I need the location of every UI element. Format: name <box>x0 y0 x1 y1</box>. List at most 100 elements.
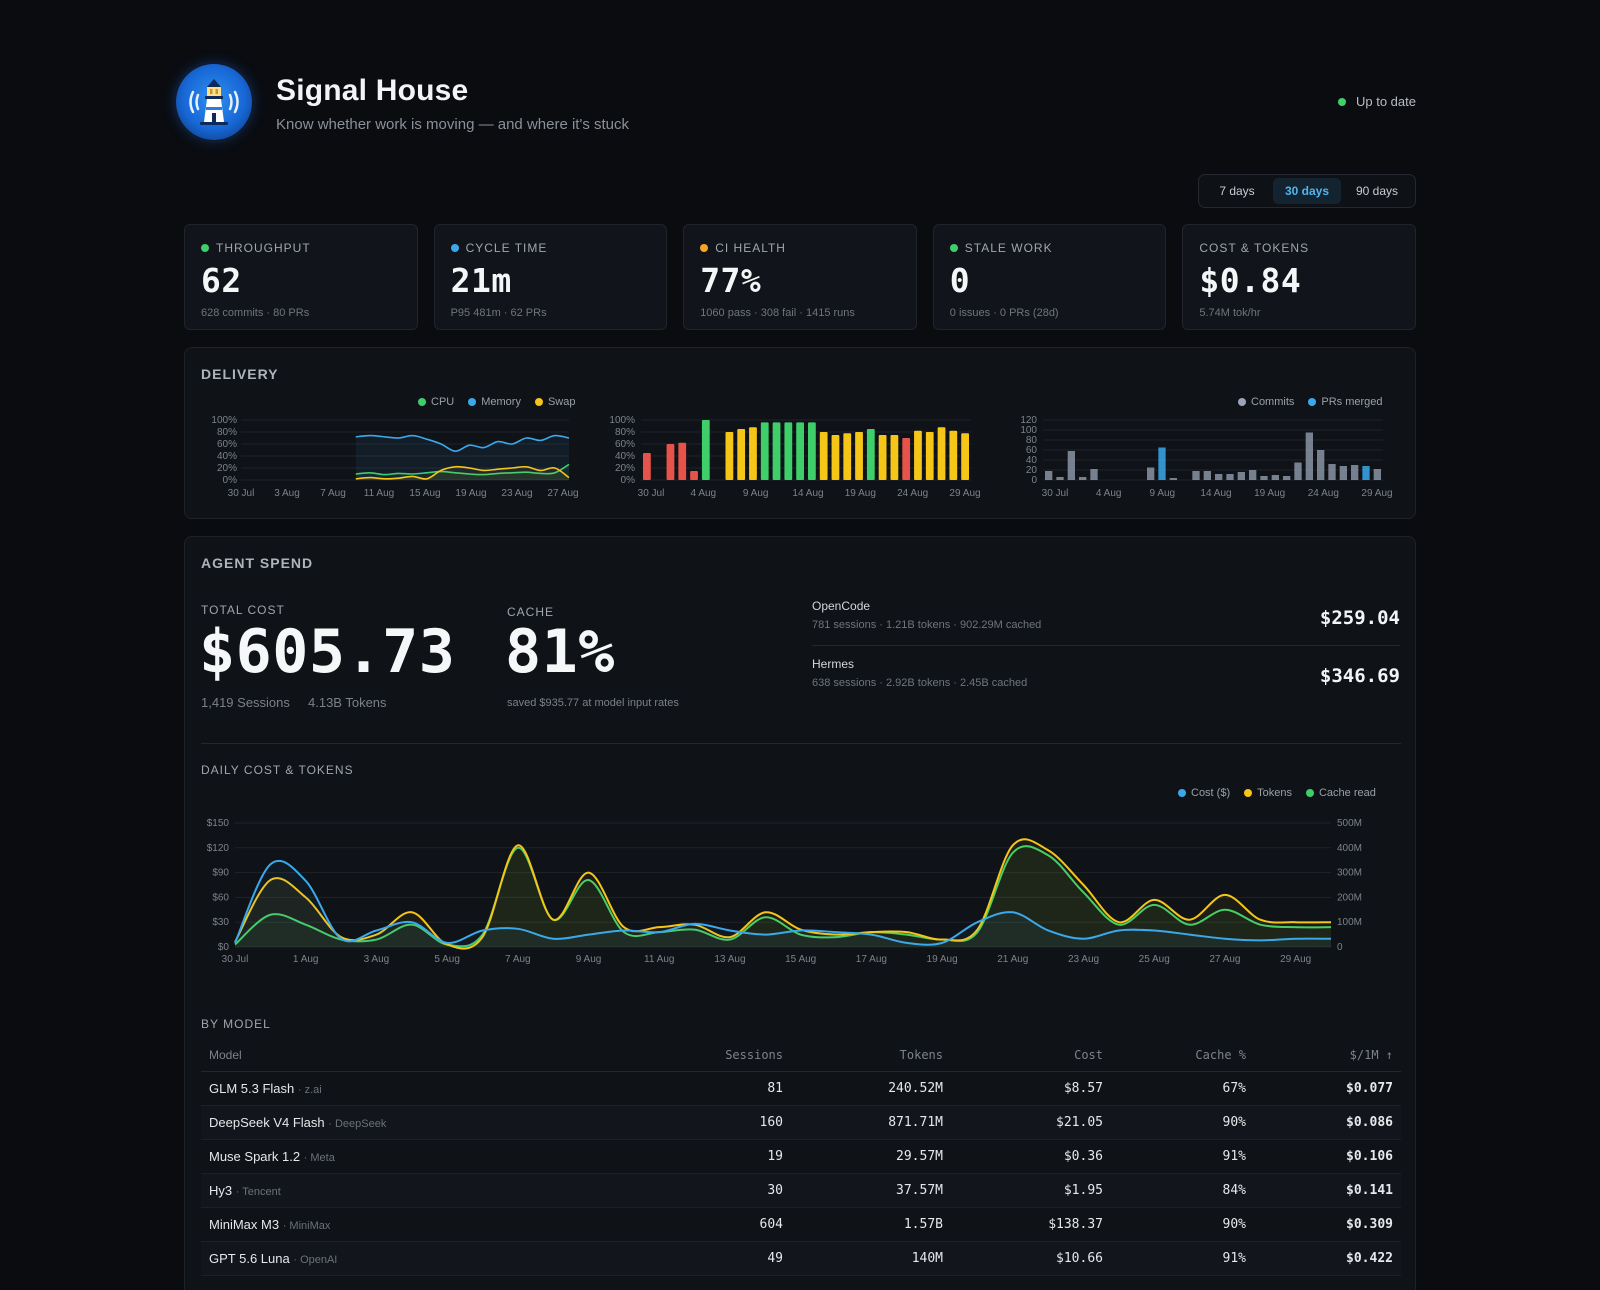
y-tick-label: 0% <box>223 475 238 486</box>
x-tick-label: 5 Aug <box>434 954 460 965</box>
legend-dot-icon <box>468 398 477 406</box>
y-tick-label: 100 <box>1020 425 1037 436</box>
sessions-cell: 160 <box>631 1105 791 1140</box>
col-tokens[interactable]: Tokens <box>791 1039 951 1072</box>
commit-bar <box>1237 472 1245 480</box>
status-text: Up to date <box>1356 94 1416 109</box>
y-tick-label: 20 <box>1026 465 1038 476</box>
y-right-tick-label: 500M <box>1337 818 1362 829</box>
cache-cell: 90% <box>1111 1207 1254 1242</box>
table-row[interactable]: MiniMax M3 · MiniMax 604 1.57B $138.37 9… <box>201 1207 1401 1242</box>
x-tick-label: 3 Aug <box>364 954 390 965</box>
kpi-value: 62 <box>201 261 242 300</box>
cache-cell: 90% <box>1111 1105 1254 1140</box>
commit-bar <box>1271 475 1279 480</box>
x-tick-label: 27 Aug <box>1209 954 1240 965</box>
kpi-label: STALE WORK <box>964 241 1053 255</box>
x-tick-label: 27 Aug <box>547 488 578 499</box>
cost-cell: $1.95 <box>951 1173 1111 1208</box>
cache-savings: saved $935.77 at model input rates <box>507 697 679 709</box>
legend-label: Tokens <box>1257 787 1292 799</box>
series-line-cpu <box>355 463 570 476</box>
col-price-per-m[interactable]: $/1M ↑ <box>1254 1039 1401 1072</box>
kpi-cycle-time-card[interactable]: CYCLE TIME 21m P95 481m · 62 PRs <box>433 224 668 330</box>
commit-bar <box>1203 471 1211 480</box>
sync-status: Up to date <box>1338 94 1416 109</box>
series-line-cache-read <box>234 845 1332 948</box>
agent-spend-panel: AGENT SPEND TOTAL COST $605.73 1,419 Ses… <box>184 536 1416 1290</box>
legend-prs-merged: PRs merged <box>1308 396 1383 408</box>
x-tick-label: 15 Aug <box>409 488 440 499</box>
page-title: Signal House <box>276 74 469 107</box>
x-tick-label: 17 Aug <box>856 954 887 965</box>
commit-bar <box>1351 465 1359 480</box>
legend-cost: Cost ($) <box>1178 787 1230 799</box>
col-sessions[interactable]: Sessions <box>631 1039 791 1072</box>
model-cell: GLM 5.3 Flash · z.ai <box>201 1071 631 1106</box>
agent-hermes-row[interactable]: Hermes 638 sessions · 2.92B tokens · 2.4… <box>812 657 1400 715</box>
table-row[interactable]: Hy3 · Tencent 30 37.57M $1.95 84% $0.141 <box>201 1173 1401 1208</box>
total-cost-value: $605.73 <box>199 617 456 687</box>
commit-bar <box>1294 462 1302 480</box>
y-tick-label: 0 <box>1031 475 1037 486</box>
commits-chart-legend: Commits PRs merged <box>1238 396 1383 408</box>
kpi-ci-health-card[interactable]: CI HEALTH 77% 1060 pass · 308 fail · 141… <box>683 224 917 330</box>
col-cost[interactable]: Cost <box>951 1039 1111 1072</box>
agent-name: Hermes <box>812 657 855 671</box>
table-row[interactable]: GPT 5.6 Luna · OpenAI 49 140M $10.66 91%… <box>201 1241 1401 1276</box>
col-cache[interactable]: Cache % <box>1111 1039 1254 1072</box>
kpi-value: 0 <box>949 261 971 300</box>
commit-bar <box>1067 451 1075 480</box>
kpi-throughput-card[interactable]: THROUGHPUT 62 628 commits · 80 PRs <box>184 224 418 330</box>
y-left-tick-label: $60 <box>212 892 229 903</box>
cache-cell: 84% <box>1111 1173 1254 1208</box>
agent-opencode-row[interactable]: OpenCode 781 sessions · 1.21B tokens · 9… <box>812 599 1400 657</box>
y-right-tick-label: 0 <box>1337 942 1343 953</box>
x-tick-label: 30 Jul <box>222 954 249 965</box>
table-row[interactable]: DeepSeek V4 Flash · DeepSeek 160 871.71M… <box>201 1105 1401 1140</box>
y-right-tick-label: 300M <box>1337 868 1362 879</box>
status-dot-icon <box>450 244 459 252</box>
ci-bar <box>678 442 687 480</box>
legend-memory: Memory <box>468 396 521 408</box>
price-cell: $0.422 <box>1254 1241 1401 1276</box>
model-name: MiniMax M3 <box>209 1216 280 1232</box>
status-dot-icon <box>700 244 709 252</box>
range-30-days-button[interactable]: 30 days <box>1273 178 1341 204</box>
series-area <box>355 435 569 480</box>
col-model[interactable]: Model <box>201 1039 631 1072</box>
commit-bar <box>1283 476 1291 480</box>
range-90-days-button[interactable]: 90 days <box>1355 184 1399 198</box>
cost-cell: $138.37 <box>951 1207 1111 1242</box>
kpi-cards: THROUGHPUT 62 628 commits · 80 PRs CYCLE… <box>184 224 1416 330</box>
sessions-cell: 19 <box>631 1139 791 1174</box>
price-cell: $0.141 <box>1254 1173 1401 1208</box>
range-7-days-button[interactable]: 7 days <box>1219 184 1255 198</box>
legend-commits: Commits <box>1238 396 1294 408</box>
ci-bar <box>843 433 852 480</box>
series-line-tokens <box>234 838 1332 950</box>
ci-bar <box>701 420 710 480</box>
commit-bar <box>1328 464 1336 480</box>
kpi-sub: 628 commits · 80 PRs <box>201 307 310 319</box>
kpi-cost-tokens-card[interactable]: COST & TOKENS $0.84 5.74M tok/hr <box>1182 224 1416 330</box>
kpi-label: THROUGHPUT <box>216 241 311 255</box>
kpi-stale-work-card[interactable]: STALE WORK 0 0 issues · 0 PRs (28d) <box>932 224 1167 330</box>
sessions-cell: 49 <box>631 1241 791 1276</box>
table-row[interactable]: Muse Spark 1.2 · Meta 19 29.57M $0.36 91… <box>201 1139 1401 1174</box>
x-tick-label: 1 Aug <box>293 954 319 965</box>
x-tick-label: 11 Aug <box>364 488 394 499</box>
x-tick-label: 9 Aug <box>576 954 602 965</box>
y-tick-label: 120 <box>1020 415 1037 426</box>
ci-bar <box>796 422 804 480</box>
legend-dot-icon <box>1238 398 1246 406</box>
y-tick-label: 20% <box>217 463 237 474</box>
ci-bar <box>760 422 769 480</box>
x-tick-label: 25 Aug <box>1139 954 1170 965</box>
x-tick-label: 9 Aug <box>743 488 769 499</box>
x-tick-label: 14 Aug <box>1200 488 1231 499</box>
table-row[interactable]: GLM 5.3 Flash · z.ai 81 240.52M $8.57 67… <box>201 1071 1401 1106</box>
page-subtitle: Know whether work is moving — and where … <box>276 116 630 133</box>
x-tick-label: 7 Aug <box>505 954 531 965</box>
